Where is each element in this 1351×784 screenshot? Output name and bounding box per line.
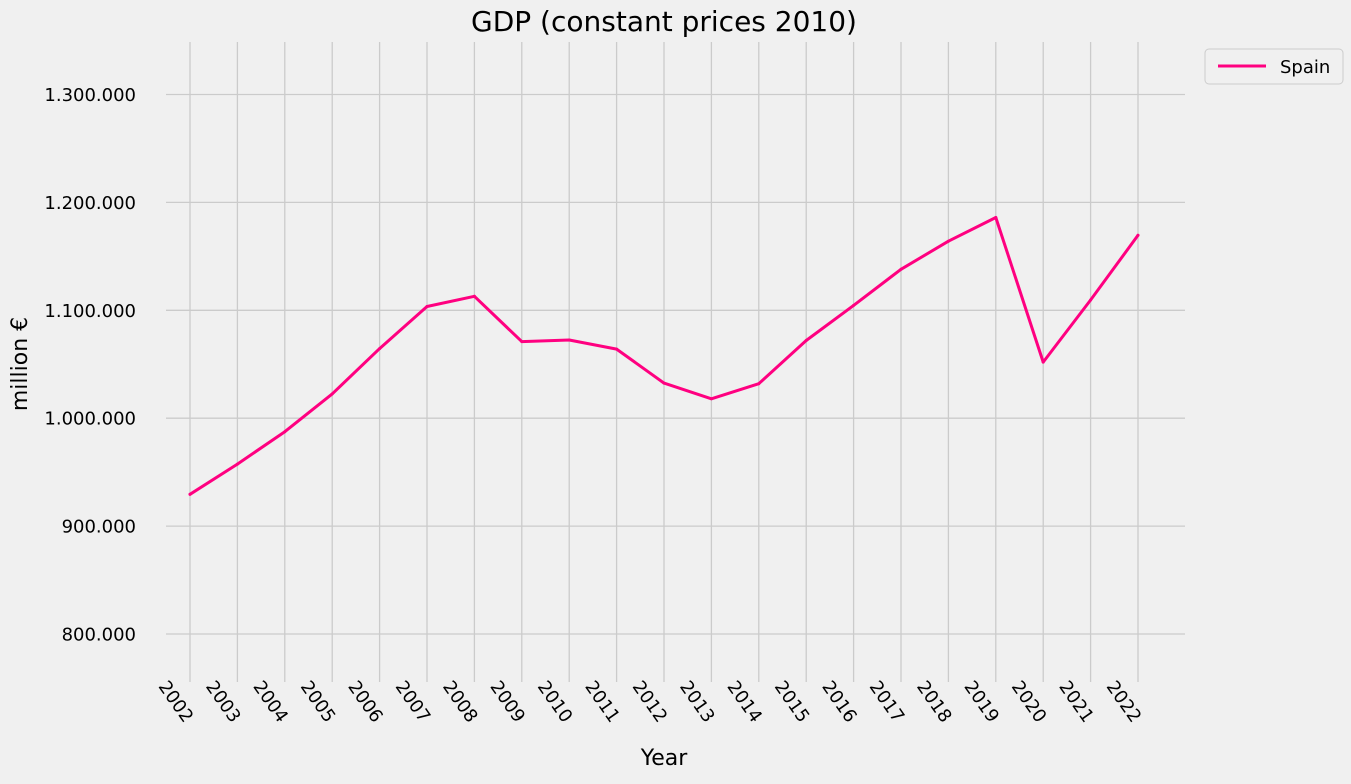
data-point-2002 — [188, 492, 192, 496]
x-tick-label: 2013 — [675, 677, 718, 727]
x-tick-label: 2020 — [1007, 677, 1050, 727]
data-point-2017 — [899, 267, 903, 271]
y-axis-ticks: 800.000 900.000 1.000.000 1.100.000 1.200.00… — [44, 85, 136, 646]
data-point-2010 — [567, 338, 571, 342]
x-axis-label: Year — [640, 746, 689, 771]
legend-label-spain: Spain — [1280, 57, 1330, 78]
x-tick-label: 2003 — [201, 677, 244, 727]
x-tick-label: 2012 — [628, 677, 671, 727]
x-tick-label: 2009 — [486, 677, 529, 727]
y-tick-label: 900.000 — [62, 517, 136, 538]
y-tick-label: 1.300.000 — [44, 85, 136, 106]
x-tick-label: 2015 — [770, 677, 813, 727]
legend-frame — [1204, 48, 1344, 85]
y-tick-label: 1.100.000 — [44, 301, 136, 322]
data-point-2004 — [283, 430, 287, 434]
x-tick-label: 2007 — [391, 677, 434, 727]
y-tick-label: 800.000 — [62, 625, 136, 646]
series-layer — [188, 216, 1140, 496]
data-point-2021 — [1089, 298, 1093, 302]
x-tick-label: 2005 — [296, 677, 339, 727]
data-point-2011 — [615, 347, 619, 351]
data-point-2003 — [235, 462, 239, 466]
data-point-2015 — [804, 339, 808, 342]
data-point-2009 — [520, 340, 524, 344]
data-point-2020 — [1041, 360, 1045, 364]
x-tick-label: 2011 — [580, 677, 623, 727]
data-point-2005 — [330, 392, 334, 396]
data-point-2013 — [709, 397, 713, 401]
x-tick-label: 2016 — [817, 677, 860, 727]
x-tick-label: 2014 — [723, 677, 766, 727]
data-point-2006 — [378, 347, 382, 351]
y-tick-label: 1.200.000 — [44, 193, 136, 214]
x-tick-label: 2002 — [154, 677, 197, 727]
data-point-2016 — [852, 303, 856, 307]
x-tick-label: 2010 — [533, 677, 576, 727]
x-tick-label: 2018 — [912, 677, 955, 727]
y-axis-label: million € — [8, 317, 33, 411]
x-axis-ticks: 2002 2003 2004 2005 2006 2007 2008 2009 2010 2011… — [154, 677, 1145, 727]
x-tick-label: 2021 — [1054, 677, 1097, 727]
data-point-2018 — [946, 239, 950, 243]
data-point-2008 — [472, 294, 476, 298]
chart-title: GDP (constant prices 2010) — [471, 5, 857, 38]
data-point-2014 — [757, 382, 761, 386]
x-tick-label: 2006 — [343, 677, 386, 727]
y-tick-label: 1.000.000 — [44, 409, 136, 430]
x-tick-label: 2008 — [438, 677, 481, 727]
data-point-2019 — [994, 216, 998, 219]
x-tick-label: 2019 — [960, 677, 1003, 727]
grid — [166, 42, 1185, 682]
legend: Spain — [1204, 48, 1344, 85]
x-tick-label: 2017 — [865, 677, 908, 727]
data-point-2022 — [1136, 233, 1140, 237]
data-point-2012 — [662, 381, 666, 385]
data-point-2007 — [425, 305, 429, 308]
x-tick-label: 2004 — [249, 677, 292, 727]
x-tick-label: 2022 — [1102, 677, 1145, 727]
